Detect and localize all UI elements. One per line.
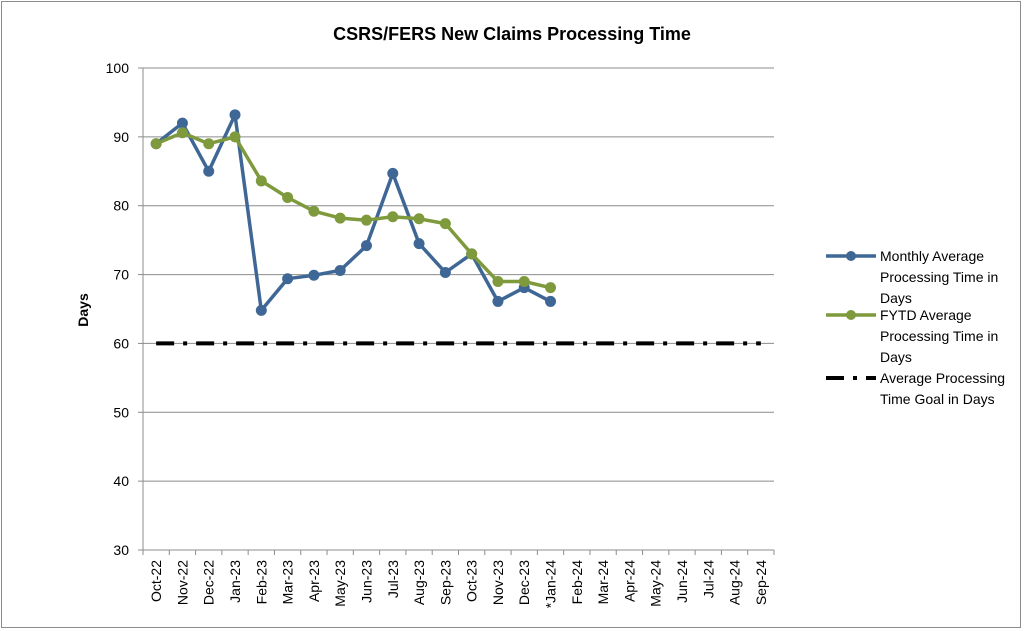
x-tick-label: Jul-24	[700, 560, 716, 598]
data-point	[492, 275, 504, 287]
y-tick-labels: 30 40 50 60 70 80 90 100	[106, 60, 130, 558]
legend-marker	[846, 310, 856, 320]
x-tick-label: May-23	[332, 560, 348, 607]
legend-label: Time Goal in Days	[880, 391, 995, 407]
data-point	[229, 109, 241, 121]
x-tick-label: Jan-23	[227, 560, 243, 603]
x-tick-label: Sep-23	[437, 560, 453, 605]
data-point	[282, 191, 294, 203]
data-point	[387, 167, 399, 179]
data-point	[255, 304, 267, 316]
legend-item-3: Average Processing Time Goal in Days	[826, 370, 1005, 407]
series-1	[150, 109, 557, 316]
y-axis-label: Days	[75, 293, 91, 327]
legend-label: Average Processing	[880, 370, 1005, 386]
x-tick-label: Jul-23	[385, 560, 401, 598]
x-tick-label: Apr-23	[306, 560, 322, 602]
data-point	[203, 138, 215, 150]
data-point	[334, 264, 346, 276]
chart-title: CSRS/FERS New Claims Processing Time	[333, 24, 691, 44]
x-tick-label: *Jan-24	[543, 560, 559, 608]
data-point	[387, 211, 399, 223]
legend-item-2: FYTD Average Processing Time in Days	[826, 307, 998, 365]
data-point	[439, 218, 451, 230]
y-tick-label: 100	[106, 60, 130, 76]
x-tick-label: Mar-24	[595, 560, 611, 605]
x-tick-label: Dec-23	[516, 560, 532, 605]
series-layer	[150, 109, 761, 346]
series-line	[155, 130, 551, 290]
legend-label: Monthly Average	[880, 248, 984, 264]
data-point	[413, 238, 425, 250]
data-point	[176, 117, 188, 129]
data-point	[518, 275, 530, 287]
data-point	[360, 240, 372, 252]
x-tick-label: Aug-24	[727, 560, 743, 605]
data-point	[282, 273, 294, 285]
y-tick-label: 60	[113, 335, 129, 351]
x-tick-labels: Oct-22 Nov-22 Dec-22 Jan-23 Feb-23 Mar-23 Apr-…	[148, 560, 769, 608]
x-tick-label: Feb-23	[253, 560, 269, 605]
y-tick-label: 90	[113, 129, 129, 145]
data-point	[203, 165, 215, 177]
x-tick-label: Nov-23	[490, 560, 506, 605]
x-tick-label: Mar-23	[280, 560, 296, 605]
axes	[138, 67, 775, 555]
x-tick-label: Oct-23	[464, 560, 480, 602]
x-tick-label: Dec-22	[201, 560, 217, 605]
series-line	[155, 113, 552, 313]
x-tick-label: Jun-24	[674, 560, 690, 603]
x-tick-label: Sep-24	[753, 560, 769, 605]
data-point	[439, 267, 451, 279]
data-point	[545, 282, 557, 294]
x-tick-label: Jun-23	[358, 560, 374, 603]
data-point	[545, 295, 557, 307]
data-point	[150, 138, 162, 150]
data-point	[229, 131, 241, 143]
x-tick-label: Nov-22	[174, 560, 190, 605]
x-tick-label: Aug-23	[411, 560, 427, 605]
data-point	[308, 269, 320, 281]
x-tick-label: Apr-24	[621, 560, 637, 602]
data-point	[308, 205, 320, 217]
data-point	[466, 248, 478, 260]
legend-item-1: Monthly Average Processing Time in Days	[826, 248, 998, 306]
legend-marker	[846, 251, 856, 261]
y-tick-label: 80	[113, 198, 129, 214]
y-tick-label: 70	[113, 267, 129, 283]
data-point	[176, 127, 188, 139]
legend-label: Processing Time in	[880, 269, 998, 285]
y-tick-label: 50	[113, 404, 129, 420]
legend-label: Processing Time in	[880, 328, 998, 344]
x-tick-label: Oct-22	[148, 560, 164, 602]
y-tick-label: 40	[113, 473, 129, 489]
data-point	[334, 212, 346, 224]
x-tick-label: Feb-24	[569, 560, 585, 605]
legend-label: Days	[880, 290, 912, 306]
data-point	[413, 213, 425, 225]
series-2	[150, 127, 557, 294]
legend-label: FYTD Average	[880, 307, 972, 323]
data-point	[255, 175, 267, 187]
data-point	[360, 214, 372, 226]
x-tick-label: May-24	[648, 560, 664, 607]
y-tick-label: 30	[113, 542, 129, 558]
data-point	[492, 295, 504, 307]
legend-label: Days	[880, 349, 912, 365]
